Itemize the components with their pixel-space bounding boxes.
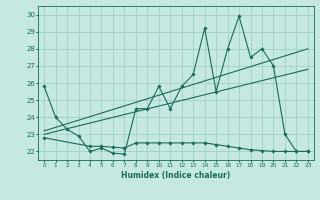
X-axis label: Humidex (Indice chaleur): Humidex (Indice chaleur) <box>121 171 231 180</box>
